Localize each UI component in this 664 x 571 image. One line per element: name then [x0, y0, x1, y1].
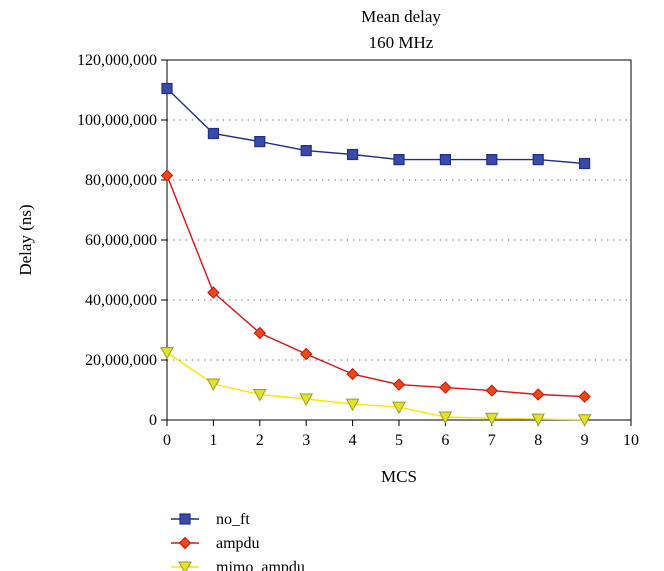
data-point-mimo_ampdu [531, 413, 546, 427]
legend-label: mimo_ampdu [216, 559, 305, 571]
chart-subtitle: 160 MHz [369, 33, 434, 52]
x-tick-label: 2 [256, 432, 264, 449]
data-point-ampdu [253, 326, 267, 340]
x-tick-label: 6 [441, 432, 449, 449]
series-line-ampdu [166, 175, 585, 398]
x-tick-label: 9 [581, 432, 589, 449]
x-tick-label: 8 [534, 432, 542, 449]
data-point-ampdu [346, 367, 359, 381]
data-point-mimo_ampdu [577, 414, 592, 427]
data-point-no_ft [486, 154, 498, 166]
data-point-ampdu [485, 384, 499, 397]
data-point-no_ft [207, 127, 219, 140]
x-tick-label: 3 [302, 432, 310, 449]
y-axis-label: Delay (ns) [16, 204, 35, 275]
x-tick-label: 1 [209, 432, 217, 449]
data-point-no_ft [439, 154, 451, 166]
data-point-mimo_ampdu [299, 393, 314, 407]
plot-area-frame [166, 59, 632, 421]
data-series [160, 82, 592, 427]
y-tick-label: 80,000,000 [85, 172, 157, 189]
legend-item-mimo_ampdu: mimo_ampdu [171, 559, 305, 571]
data-point-ampdu [207, 286, 220, 299]
legend-label: no_ft [216, 511, 250, 528]
x-axis-label: MCS [381, 467, 417, 486]
data-point-ampdu [439, 381, 452, 394]
data-point-no_ft [254, 136, 266, 148]
y-tick-label: 100,000,000 [77, 112, 157, 129]
y-tick-label: 0 [149, 412, 157, 429]
x-tick-label: 0 [163, 432, 171, 449]
y-tick-label: 60,000,000 [85, 232, 157, 249]
chart-title: Mean delay [361, 7, 441, 26]
y-tick-label: 20,000,000 [85, 352, 157, 369]
x-axis-ticks: 0 1 2 3 4 5 6 7 8 9 10 [163, 420, 639, 449]
legend-item-no_ft: no_ft [171, 511, 250, 528]
legend-marker [178, 561, 192, 571]
series-line-no_ft [166, 87, 585, 165]
data-point-mimo_ampdu [484, 412, 499, 426]
series-no_ft [161, 82, 591, 170]
data-point-mimo_ampdu [206, 378, 221, 392]
x-tick-label: 5 [395, 432, 403, 449]
legend-marker [178, 536, 192, 550]
data-point-ampdu [392, 378, 406, 391]
data-point-ampdu [531, 388, 545, 401]
x-tick-label: 7 [488, 432, 496, 449]
data-point-no_ft [578, 157, 591, 170]
data-point-mimo_ampdu [160, 347, 174, 360]
data-point-no_ft [161, 82, 173, 95]
data-point-no_ft [532, 154, 544, 166]
y-axis-ticks: 0 20,000,000 40,000,000 60,000,000 80,000,00… [77, 52, 167, 429]
legend-item-ampdu: ampdu [171, 535, 260, 552]
data-point-no_ft [300, 145, 312, 157]
data-point-mimo_ampdu [392, 401, 406, 415]
data-point-mimo_ampdu [252, 389, 267, 402]
data-point-mimo_ampdu [438, 411, 453, 425]
data-point-ampdu [160, 169, 174, 182]
series-ampdu [160, 169, 591, 403]
x-tick-label: 10 [623, 432, 639, 449]
y-tick-label: 120,000,000 [77, 52, 157, 69]
legend-marker [179, 513, 191, 525]
y-tick-label: 40,000,000 [85, 292, 157, 309]
data-point-mimo_ampdu [345, 398, 360, 412]
data-point-no_ft [393, 154, 405, 166]
series-mimo_ampdu [160, 347, 592, 427]
legend-label: ampdu [216, 535, 260, 552]
x-tick-label: 4 [349, 432, 357, 449]
series-line-mimo_ampdu [166, 351, 585, 421]
data-point-ampdu [578, 390, 591, 403]
data-point-ampdu [299, 347, 313, 361]
data-point-no_ft [347, 148, 359, 161]
